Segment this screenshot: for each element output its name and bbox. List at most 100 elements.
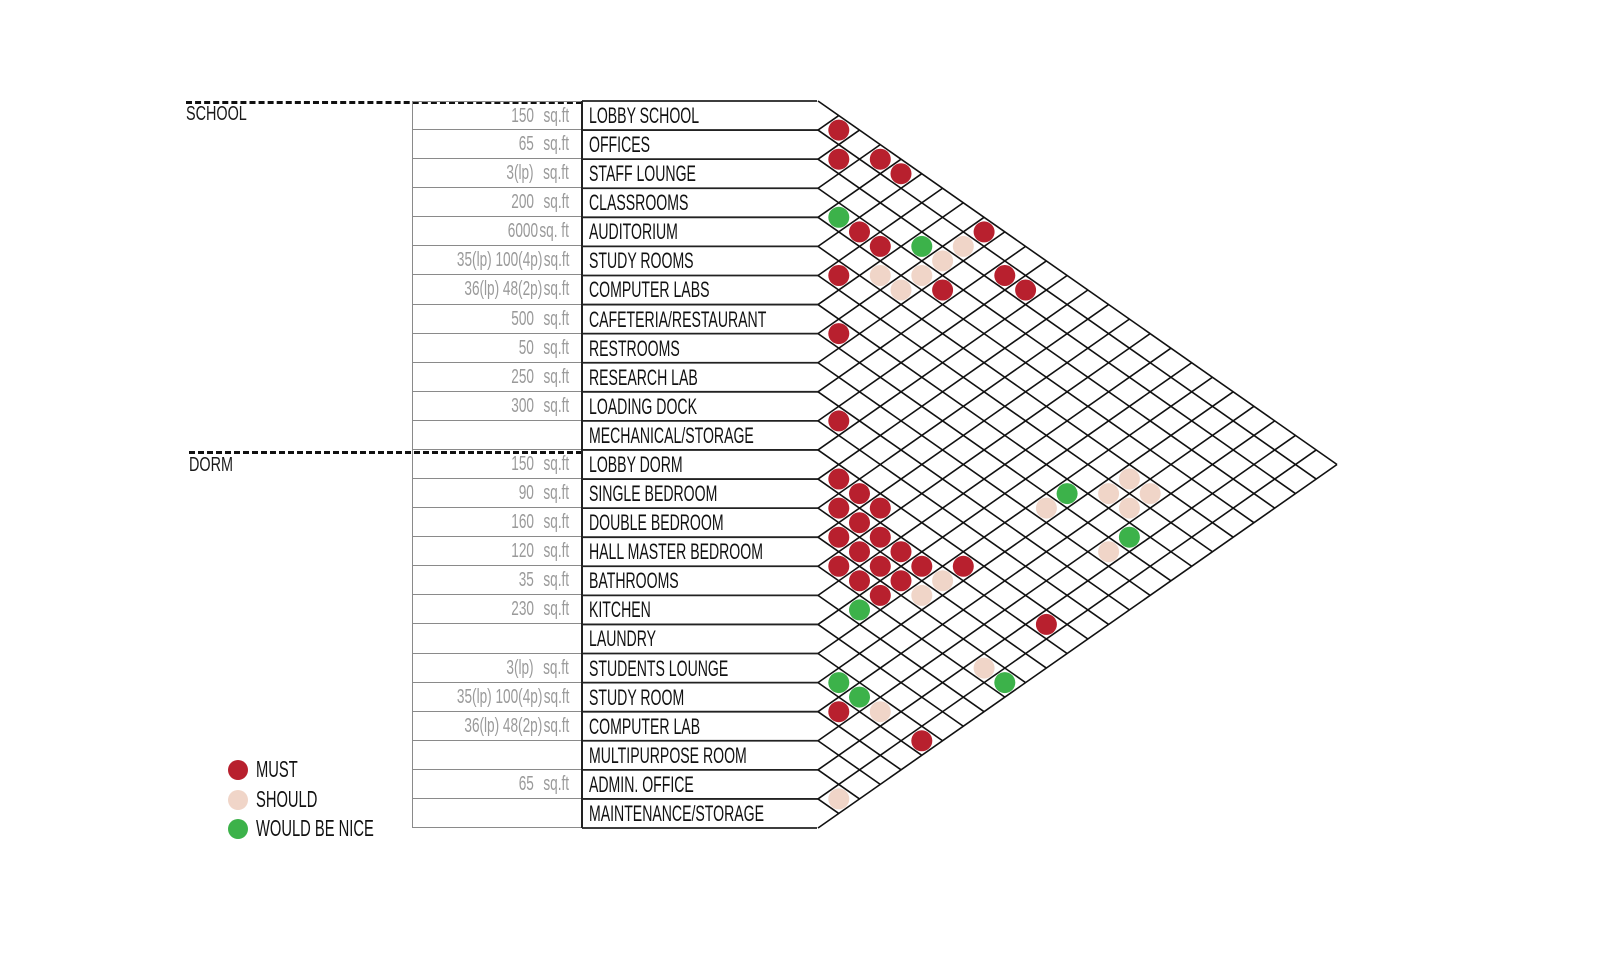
- area-text: 35(lp) 100(4p)sq.ft: [457, 249, 569, 272]
- area-text: 120 sq.ft: [511, 540, 569, 563]
- grid-line: [817, 187, 944, 277]
- grid-line: [817, 231, 1006, 364]
- space-name: MECHANICAL/STORAGE: [589, 422, 754, 448]
- area-value: 36(lp) 48(2p): [464, 714, 542, 737]
- space-name: LOADING DOCK: [589, 393, 697, 419]
- grid-line: [817, 507, 1047, 669]
- should-adjacency-dot-icon: [952, 235, 974, 257]
- must-adjacency-dot-icon: [828, 148, 850, 170]
- grid-line: [817, 158, 902, 218]
- space-name-cell: BATHROOMS: [582, 566, 818, 595]
- grid-line: [817, 420, 1276, 742]
- must-adjacency-dot-icon: [932, 279, 954, 301]
- space-name-cell: AUDITORIUM: [582, 217, 818, 246]
- grid-line: [817, 391, 1234, 684]
- space-name: LOBBY DORM: [589, 451, 683, 477]
- area-unit: sq.ft: [543, 569, 569, 592]
- must-adjacency-dot-icon: [828, 468, 850, 490]
- grid-line: [817, 405, 1255, 713]
- area-value: 3(lp): [506, 162, 534, 185]
- must-adjacency-dot-icon: [828, 410, 850, 432]
- area-unit: sq.ft: [543, 685, 569, 708]
- space-name: ADMIN. OFFICE: [589, 771, 694, 797]
- space-name: BATHROOMS: [589, 568, 679, 594]
- area-unit: sq. ft: [539, 220, 569, 243]
- area-unit: sq.ft: [543, 365, 569, 388]
- should-adjacency-dot-icon: [973, 657, 995, 679]
- must-adjacency-dot-icon: [994, 265, 1016, 286]
- should-adjacency-dot-icon: [911, 265, 933, 286]
- must-adjacency-dot-icon: [869, 497, 891, 519]
- grid-line: [817, 463, 1338, 829]
- space-name-cell: MAINTENANCE/STORAGE: [582, 799, 818, 828]
- must-adjacency-dot-icon: [849, 541, 870, 563]
- space-name-cell: DOUBLE BEDROOM: [582, 508, 818, 537]
- must-dot-icon: [228, 760, 248, 780]
- space-name: LAUNDRY: [589, 626, 657, 652]
- should-adjacency-dot-icon: [869, 701, 891, 723]
- area-text: 300 sq.ft: [511, 395, 569, 418]
- space-name-cell: MULTIPURPOSE ROOM: [582, 741, 818, 770]
- space-name-cell: STAFF LOUNGE: [582, 159, 818, 188]
- must-adjacency-dot-icon: [869, 148, 891, 170]
- should-adjacency-dot-icon: [869, 265, 891, 286]
- must-adjacency-dot-icon: [849, 483, 870, 505]
- space-name-cell: STUDENTS LOUNGE: [582, 654, 818, 683]
- area-text: 250 sq.ft: [511, 366, 569, 389]
- area-unit: sq.ft: [543, 656, 569, 679]
- space-name-cell: ADMIN. OFFICE: [582, 770, 818, 799]
- must-adjacency-dot-icon: [828, 119, 850, 141]
- grid-line: [817, 332, 1172, 582]
- area-value: 150: [511, 452, 534, 475]
- area-cell: 160 sq.ft: [412, 508, 582, 538]
- area-cell: 6000sq. ft: [412, 217, 582, 247]
- grid-line: [817, 289, 1089, 480]
- must-adjacency-dot-icon: [828, 323, 850, 345]
- grid-line: [817, 216, 1255, 524]
- area-value: 90: [518, 482, 534, 505]
- space-name: STUDY ROOM: [589, 684, 685, 710]
- should-adjacency-dot-icon: [828, 788, 850, 810]
- area-cell: 35(lp) 100(4p)sq.ft: [412, 682, 582, 712]
- space-name: STUDENTS LOUNGE: [589, 655, 729, 681]
- space-name: CLASSROOMS: [589, 190, 689, 216]
- should-adjacency-dot-icon: [1098, 483, 1120, 505]
- space-name: SINGLE BEDROOM: [589, 481, 718, 507]
- must-adjacency-dot-icon: [890, 163, 912, 185]
- should-adjacency-dot-icon: [1139, 483, 1161, 505]
- area-unit: sq.ft: [543, 249, 569, 272]
- area-text: 6000sq. ft: [508, 220, 569, 243]
- grid-line: [817, 376, 1213, 655]
- space-name: OFFICES: [589, 132, 651, 158]
- grid-line: [817, 449, 1089, 640]
- grid-line: [817, 623, 964, 727]
- grid-line: [817, 202, 964, 306]
- grid-line: [817, 100, 1338, 466]
- nice-dot-icon: [228, 819, 248, 839]
- area-unit: sq.ft: [543, 714, 569, 737]
- area-text: 160 sq.ft: [511, 511, 569, 534]
- area-text: 36(lp) 48(2p)sq.ft: [464, 715, 569, 738]
- must-adjacency-dot-icon: [1035, 613, 1057, 635]
- space-name-cell: RESTROOMS: [582, 334, 818, 363]
- area-unit: sq.ft: [543, 162, 569, 185]
- nice-adjacency-dot-icon: [828, 206, 850, 228]
- area-text: 500 sq.ft: [511, 308, 569, 331]
- space-name: RESEARCH LAB: [589, 364, 698, 390]
- grid-line: [817, 681, 923, 756]
- section-label-dorm: DORM: [189, 454, 233, 476]
- grid-line: [817, 129, 860, 160]
- grid-line: [817, 173, 923, 248]
- area-unit: sq.ft: [543, 598, 569, 621]
- space-name-cell: SINGLE BEDROOM: [582, 479, 818, 508]
- legend-label: WOULD BE NICE: [256, 815, 374, 841]
- area-text: 65 sq.ft: [519, 133, 569, 156]
- area-cell: 36(lp) 48(2p)sq.ft: [412, 711, 582, 741]
- should-adjacency-dot-icon: [932, 570, 954, 592]
- grid-line: [817, 260, 1047, 422]
- area-value: 36(lp) 48(2p): [464, 278, 542, 301]
- grid-line: [817, 143, 881, 189]
- space-name: STAFF LOUNGE: [589, 161, 696, 187]
- must-adjacency-dot-icon: [890, 570, 912, 592]
